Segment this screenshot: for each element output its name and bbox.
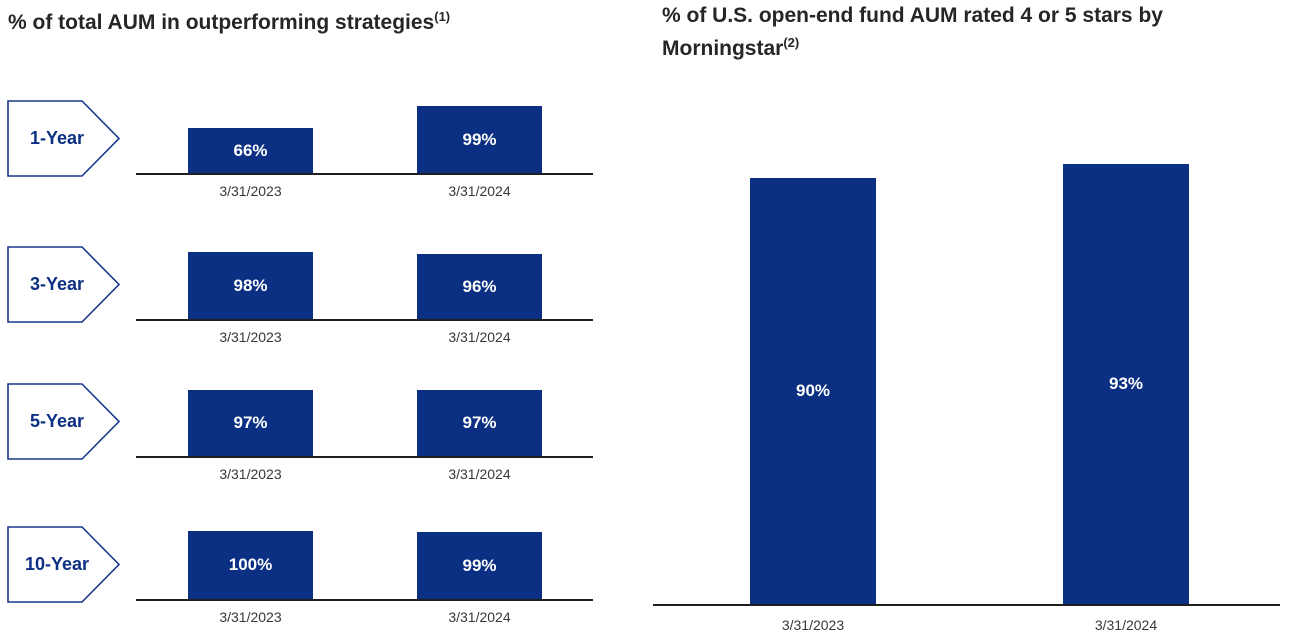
- x-tick-label-2023: 3/31/2023: [219, 183, 282, 199]
- x-tick-label-2023: 3/31/2023: [219, 466, 282, 482]
- bar-2023: 100%: [188, 531, 313, 599]
- bar-value-label: 97%: [233, 413, 268, 432]
- x-tick-label-2024: 3/31/2024: [448, 466, 511, 482]
- period-badge-3-year: 3-Year: [7, 246, 120, 323]
- bar-value-label: 97%: [462, 413, 497, 432]
- mini-chart-1-year: 1-Year 66% 99% 3/31/2023 3/31/2024: [0, 100, 645, 210]
- mini-chart-5-year: 5-Year 97% 97% 3/31/2023 3/31/2024: [0, 383, 645, 493]
- x-tick-label-2023: 3/31/2023: [781, 617, 845, 633]
- x-tick-label-2024: 3/31/2024: [448, 329, 511, 345]
- right-chart-title-text: % of U.S. open-end fund AUM rated 4 or 5…: [662, 4, 1163, 60]
- bar-2024: 97%: [417, 390, 542, 456]
- mini-chart-10-year: 10-Year 100% 99% 3/31/2023 3/31/2024: [0, 526, 645, 636]
- period-badge-label: 1-Year: [29, 128, 85, 148]
- period-badge-label: 3-Year: [29, 274, 85, 294]
- bar-2023: 98%: [188, 252, 313, 319]
- arrow-pentagon-icon: [7, 246, 120, 323]
- bar-value-label: 90%: [795, 381, 831, 400]
- x-tick-label-2023: 3/31/2023: [219, 609, 282, 625]
- x-axis-line: [136, 456, 593, 458]
- bar-2023: 97%: [188, 390, 313, 456]
- x-tick-label-2024: 3/31/2024: [448, 609, 511, 625]
- left-chart-title-text: % of total AUM in outperforming strategi…: [8, 11, 435, 34]
- x-axis-line: [136, 173, 593, 175]
- bar-2024: 99%: [417, 106, 542, 173]
- bar-value-label: 98%: [233, 275, 268, 295]
- bar-2024: 96%: [417, 254, 542, 319]
- bar-2023: 66%: [188, 128, 313, 173]
- x-tick-label-2023: 3/31/2023: [219, 329, 282, 345]
- bar-2023: 90%: [750, 178, 876, 604]
- x-tick-label-2024: 3/31/2024: [448, 183, 511, 199]
- bar-value-label: 100%: [228, 555, 273, 574]
- x-axis-line: [136, 599, 593, 601]
- arrow-pentagon-icon: [7, 100, 120, 177]
- bar-value-label: 96%: [462, 276, 497, 296]
- x-axis-line: [136, 319, 593, 321]
- period-badge-1-year: 1-Year: [7, 100, 120, 177]
- bar-value-label: 66%: [233, 140, 268, 160]
- mini-chart-3-year: 3-Year 98% 96% 3/31/2023 3/31/2024: [0, 246, 645, 356]
- period-badge-label: 10-Year: [24, 554, 90, 574]
- footnote-ref-2: (2): [783, 35, 800, 50]
- bar-value-label: 99%: [462, 129, 497, 149]
- right-chart-title: % of U.S. open-end fund AUM rated 4 or 5…: [662, 2, 1272, 62]
- period-badge-10-year: 10-Year: [7, 526, 120, 603]
- bar-value-label: 99%: [462, 555, 497, 575]
- left-chart-title: % of total AUM in outperforming strategi…: [8, 9, 628, 35]
- x-axis-line: [653, 604, 1280, 606]
- period-badge-5-year: 5-Year: [7, 383, 120, 460]
- period-badge-label: 5-Year: [29, 411, 85, 431]
- bar-2024: 99%: [417, 532, 542, 599]
- x-tick-label-2024: 3/31/2024: [1094, 617, 1158, 633]
- bar-value-label: 93%: [1108, 374, 1144, 393]
- arrow-pentagon-icon: [7, 383, 120, 460]
- bar-2024: 93%: [1063, 164, 1189, 604]
- footnote-ref-1: (1): [434, 9, 451, 24]
- arrow-pentagon-icon: [7, 526, 120, 603]
